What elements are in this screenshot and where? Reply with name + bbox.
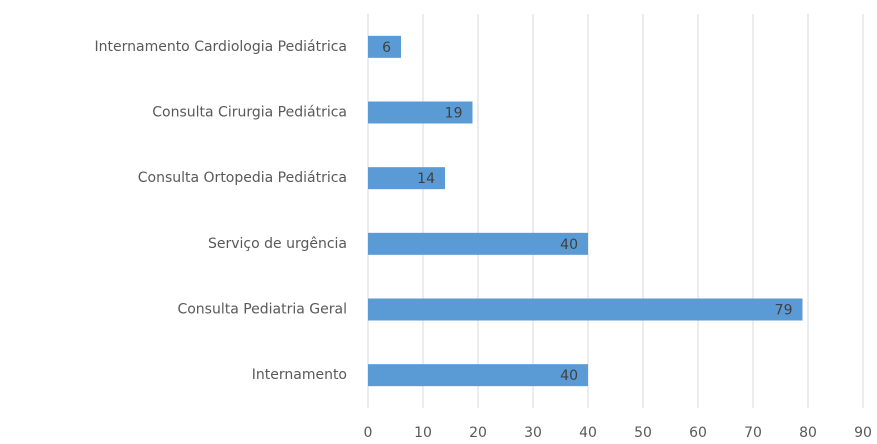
x-tick-label: 90 xyxy=(854,425,872,441)
x-tick-label: 30 xyxy=(524,425,542,441)
x-tick-label: 80 xyxy=(799,425,817,441)
data-label: 79 xyxy=(775,303,793,319)
x-tick-label: 60 xyxy=(689,425,707,441)
bar xyxy=(368,232,588,255)
x-tick-label: 20 xyxy=(469,425,487,441)
y-tick-label: Consulta Cirurgia Pediátrica xyxy=(152,105,347,121)
y-tick-label: Consulta Ortopedia Pediátrica xyxy=(138,170,347,186)
y-tick-label: Serviço de urgência xyxy=(208,236,347,252)
x-tick-label: 10 xyxy=(414,425,432,441)
x-tick-label: 40 xyxy=(579,425,597,441)
x-tick-label: 50 xyxy=(634,425,652,441)
bar xyxy=(368,101,473,124)
x-tick-label: 70 xyxy=(744,425,762,441)
data-label: 40 xyxy=(560,237,578,253)
data-label: 19 xyxy=(445,106,463,122)
y-tick-label: Internamento Cardiologia Pediátrica xyxy=(95,39,348,55)
data-label: 6 xyxy=(382,40,391,56)
data-label: 40 xyxy=(560,368,578,384)
bar xyxy=(368,167,445,190)
x-tick-label: 0 xyxy=(364,425,373,441)
data-label: 14 xyxy=(417,171,435,187)
bar xyxy=(368,364,588,387)
bar xyxy=(368,35,401,58)
bar xyxy=(368,298,803,321)
y-tick-label: Consulta Pediatria Geral xyxy=(177,302,347,318)
y-tick-label: Internamento xyxy=(252,367,347,383)
